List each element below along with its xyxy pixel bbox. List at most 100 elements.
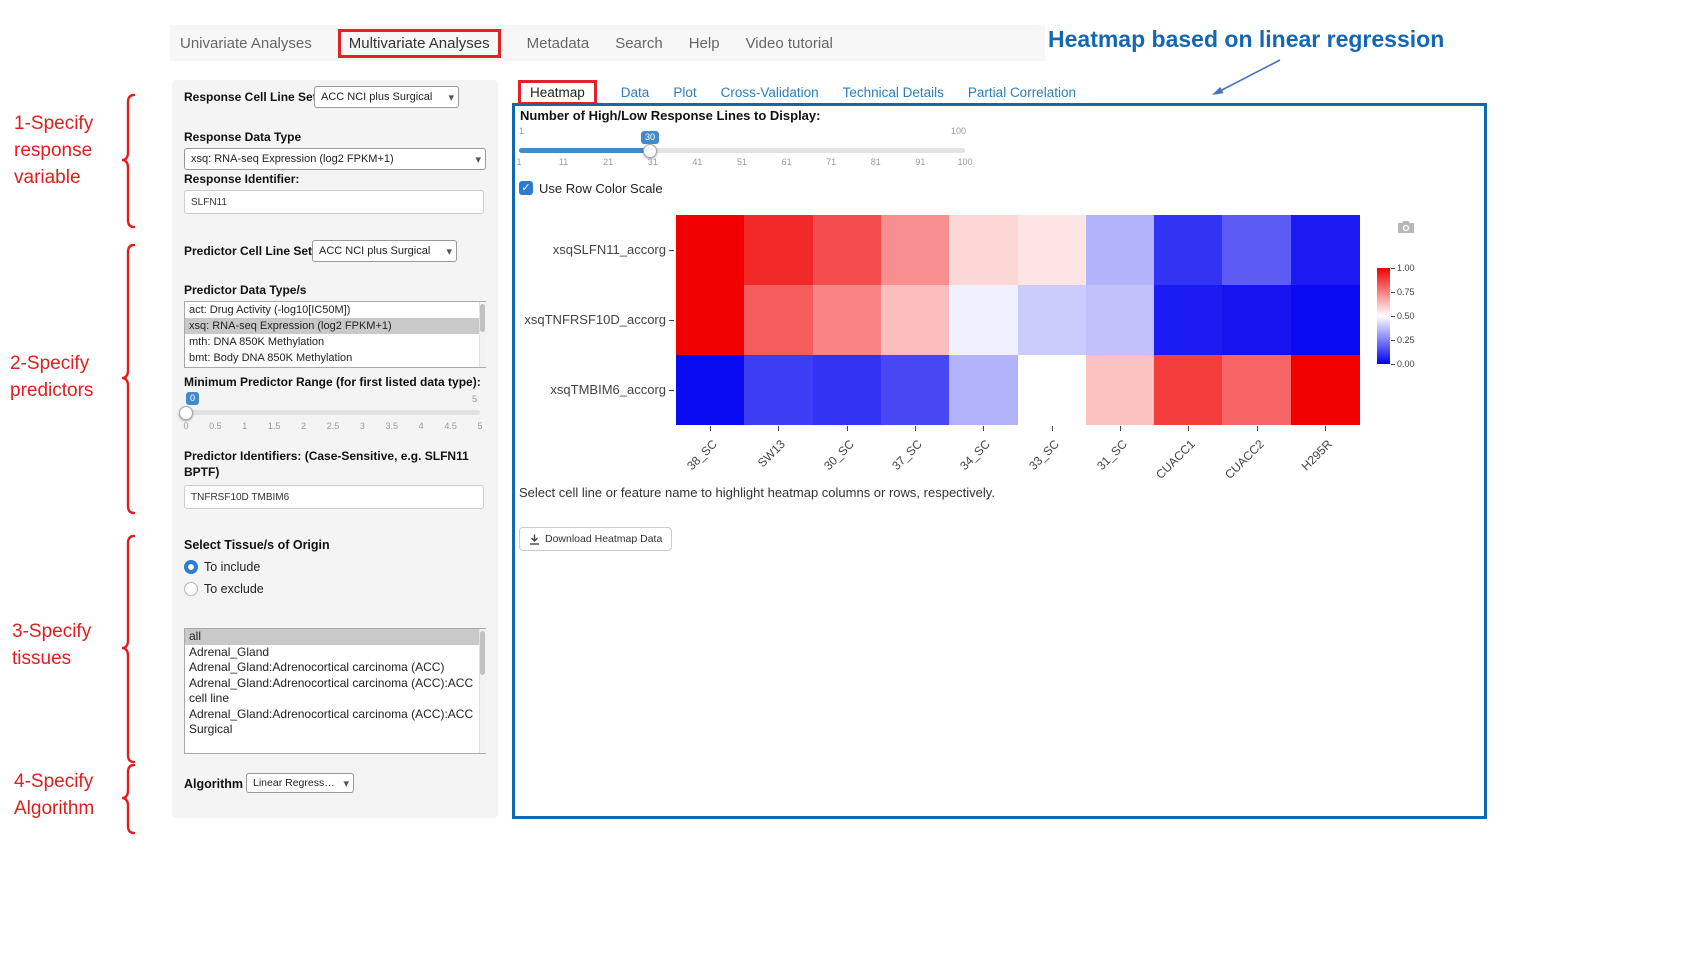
heatmap-cell[interactable] xyxy=(676,215,745,285)
tab-data[interactable]: Data xyxy=(620,84,650,100)
heatmap-cell[interactable] xyxy=(880,215,950,285)
predictor-data-type-option[interactable]: act: Drug Activity (-log10[IC50M]) xyxy=(189,304,351,316)
axis-tick xyxy=(669,390,674,391)
nav-item-search[interactable]: Search xyxy=(615,34,663,52)
slider-tick-label: 1 xyxy=(516,157,522,167)
heatmap-cell[interactable] xyxy=(1085,215,1155,285)
min-predictor-range-ticks: 0 0.5 1 1.5 2 2.5 3 3.5 4 4.5 5 xyxy=(183,421,482,433)
tab-cross-validation[interactable]: Cross-Validation xyxy=(720,84,819,100)
heatmap-cell[interactable] xyxy=(1085,285,1155,355)
heatmap-cell[interactable] xyxy=(676,285,745,355)
response-identifier-label: Response Identifier: xyxy=(184,172,300,186)
response-cell-line-set-select[interactable]: ACC NCI plus Surgical ▾ xyxy=(314,86,459,108)
heatmap-row-label[interactable]: xsqSLFN11_accorg xyxy=(552,242,666,257)
predictor-data-type-list: act: Drug Activity (-log10[IC50M]) xsq: R… xyxy=(184,301,486,368)
predictor-cell-line-set-label: Predictor Cell Line Set xyxy=(184,244,313,258)
heatmap-cell[interactable] xyxy=(676,355,745,425)
heatmap-cell[interactable] xyxy=(880,355,950,425)
heatmap-cell[interactable] xyxy=(949,215,1019,285)
predictor-cell-line-set-select[interactable]: ACC NCI plus Surgical ▾ xyxy=(312,240,457,262)
heatmap-colorbar xyxy=(1377,268,1390,364)
heatmap-cell[interactable] xyxy=(1222,285,1292,355)
scrollbar-thumb[interactable] xyxy=(480,631,485,675)
heatmap-cell[interactable] xyxy=(1290,355,1360,425)
tissue-origin-option[interactable]: all xyxy=(185,629,485,645)
heatmap-cell[interactable] xyxy=(1017,285,1087,355)
heatmap-cell[interactable] xyxy=(812,215,882,285)
colorbar-tick-label: 0.75 xyxy=(1397,287,1415,297)
slider-tick-label: 71 xyxy=(826,157,837,167)
heatmap-cell[interactable] xyxy=(1154,215,1223,285)
min-predictor-range-track[interactable] xyxy=(186,410,480,415)
nav-item-univariate-analyses[interactable]: Univariate Analyses xyxy=(180,34,312,52)
heatmap-row-label[interactable]: xsqTNFRSF10D_accorg xyxy=(524,312,666,327)
tab-heatmap[interactable]: Heatmap xyxy=(518,79,597,105)
heatmap-cell[interactable] xyxy=(880,285,950,355)
predictor-identifiers-input[interactable] xyxy=(184,485,484,509)
heatmap-cell[interactable] xyxy=(744,285,814,355)
min-predictor-range-handle[interactable] xyxy=(179,406,193,420)
response-lines-slider-track[interactable] xyxy=(519,148,965,153)
row-color-scale-checkbox[interactable]: ✓ xyxy=(519,181,533,195)
tissue-origin-option[interactable]: Adrenal_Gland:Adrenocortical carcinoma (… xyxy=(189,660,445,674)
heatmap-cell[interactable] xyxy=(1222,355,1292,425)
response-data-type-select[interactable]: xsq: RNA-seq Expression (log2 FPKM+1) ▾ xyxy=(184,148,486,170)
slider-tick-label: 4 xyxy=(418,421,424,431)
heatmap-cell[interactable] xyxy=(744,355,814,425)
chevron-down-icon: ▾ xyxy=(343,778,349,790)
nav-item-video-tutorial[interactable]: Video tutorial xyxy=(745,34,833,52)
tissue-origin-option[interactable]: Adrenal_Gland:Adrenocortical carcinoma (… xyxy=(189,675,474,706)
scrollbar-thumb[interactable] xyxy=(480,304,485,332)
predictor-data-type-option[interactable]: xsq: RNA-seq Expression (log2 FPKM+1) xyxy=(185,318,485,334)
response-lines-slider-ticks: 1 11 21 31 41 51 61 71 81 91 100 xyxy=(516,157,972,169)
tissue-origin-option[interactable]: Adrenal_Gland:Adrenocortical carcinoma (… xyxy=(189,706,474,737)
download-heatmap-data-button[interactable]: Download Heatmap Data xyxy=(519,527,673,551)
heatmap-cell[interactable] xyxy=(812,355,882,425)
row-color-scale-label[interactable]: Use Row Color Scale xyxy=(539,181,663,196)
heatmap-row-label[interactable]: xsqTMBIM6_accorg xyxy=(550,382,666,397)
response-identifier-input[interactable] xyxy=(184,190,484,214)
tissue-exclude-radio-label[interactable]: To exclude xyxy=(204,582,264,596)
tissue-origin-option[interactable]: Adrenal_Gland xyxy=(189,644,270,659)
heatmap-cell[interactable] xyxy=(744,215,814,285)
top-nav: Univariate Analyses Multivariate Analyses… xyxy=(170,25,1045,61)
slider-tick-label: 3.5 xyxy=(385,421,399,431)
algorithm-label: Algorithm xyxy=(184,777,244,791)
axis-tick xyxy=(1119,426,1121,431)
heatmap-cell[interactable] xyxy=(1290,285,1360,355)
axis-tick xyxy=(1188,426,1190,431)
heatmap-cell[interactable] xyxy=(1222,215,1292,285)
heatmap-cell[interactable] xyxy=(1290,215,1360,285)
camera-icon[interactable] xyxy=(1395,219,1417,235)
nav-item-multivariate-analyses[interactable]: Multivariate Analyses xyxy=(337,28,501,58)
tab-partial-correlation[interactable]: Partial Correlation xyxy=(967,84,1076,100)
min-predictor-range-badge: 0 xyxy=(186,392,200,405)
predictor-data-type-option[interactable]: bmt: Body DNA 850K Methylation xyxy=(189,352,353,364)
tissue-include-radio[interactable] xyxy=(184,560,198,574)
scrollbar[interactable] xyxy=(479,629,486,753)
heatmap-cell[interactable] xyxy=(1154,285,1223,355)
axis-tick xyxy=(915,426,917,431)
nav-item-metadata[interactable]: Metadata xyxy=(526,34,590,52)
scrollbar[interactable] xyxy=(479,302,486,367)
heatmap-cell[interactable] xyxy=(812,285,882,355)
axis-tick xyxy=(710,426,712,431)
heatmap-cell[interactable] xyxy=(1017,215,1087,285)
response-lines-slider-handle[interactable] xyxy=(643,144,657,158)
tissue-exclude-radio[interactable] xyxy=(184,582,198,596)
algorithm-select[interactable]: Linear Regression ▾ xyxy=(246,773,354,793)
tab-plot[interactable]: Plot xyxy=(673,84,697,100)
response-lines-slider-fill xyxy=(519,148,650,153)
slider-tick-label: 41 xyxy=(692,157,703,167)
download-button-label: Download Heatmap Data xyxy=(545,533,663,545)
heatmap-cell[interactable] xyxy=(1154,355,1223,425)
tab-technical-details[interactable]: Technical Details xyxy=(842,84,944,100)
heatmap-cell[interactable] xyxy=(949,285,1019,355)
heatmap-cell[interactable] xyxy=(949,355,1019,425)
predictor-data-type-option[interactable]: mth: DNA 850K Methylation xyxy=(189,336,325,348)
heatmap-cell[interactable] xyxy=(1085,355,1155,425)
heatmap-cell[interactable] xyxy=(1017,355,1087,425)
slider-tick-label: 51 xyxy=(736,157,748,167)
nav-item-help[interactable]: Help xyxy=(688,34,720,52)
tissue-include-radio-label[interactable]: To include xyxy=(204,560,261,574)
